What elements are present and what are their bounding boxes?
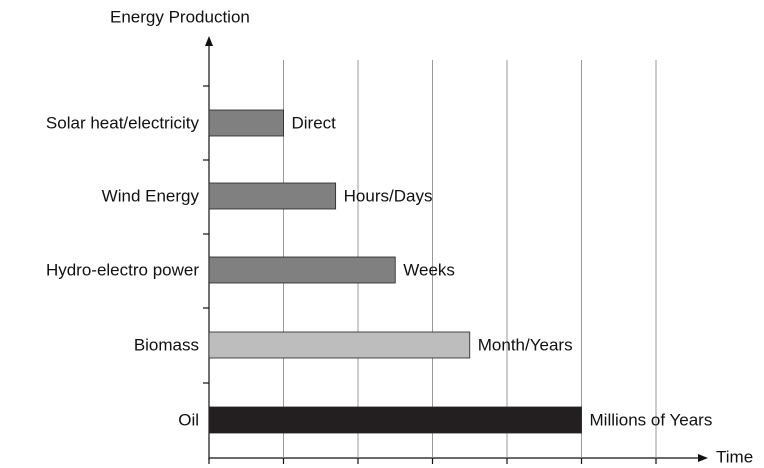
bar [208,406,582,434]
bar-label: Weeks [403,260,455,279]
y-tick-label: Biomass [134,335,199,354]
bar-label: Month/Years [478,335,573,354]
x-axis-label: Time [716,447,753,466]
bar [208,256,396,284]
x-axis [209,454,708,462]
bar [208,331,471,359]
bar-label: Hours/Days [344,186,433,205]
y-tick-label: Wind Energy [102,186,200,205]
x-arrow [698,454,708,462]
y-axis [203,36,213,460]
y-arrow [205,36,213,46]
y-tick-label: Oil [178,410,199,429]
bar-label: Direct [292,113,337,132]
bar-label: Millions of Years [590,410,713,429]
y-tick-label: Solar heat/electricity [46,113,200,132]
bar [208,109,284,137]
y-tick-label: Hydro-electro power [46,260,199,279]
bar [208,182,337,210]
y-axis-label: Energy Production [110,7,250,26]
